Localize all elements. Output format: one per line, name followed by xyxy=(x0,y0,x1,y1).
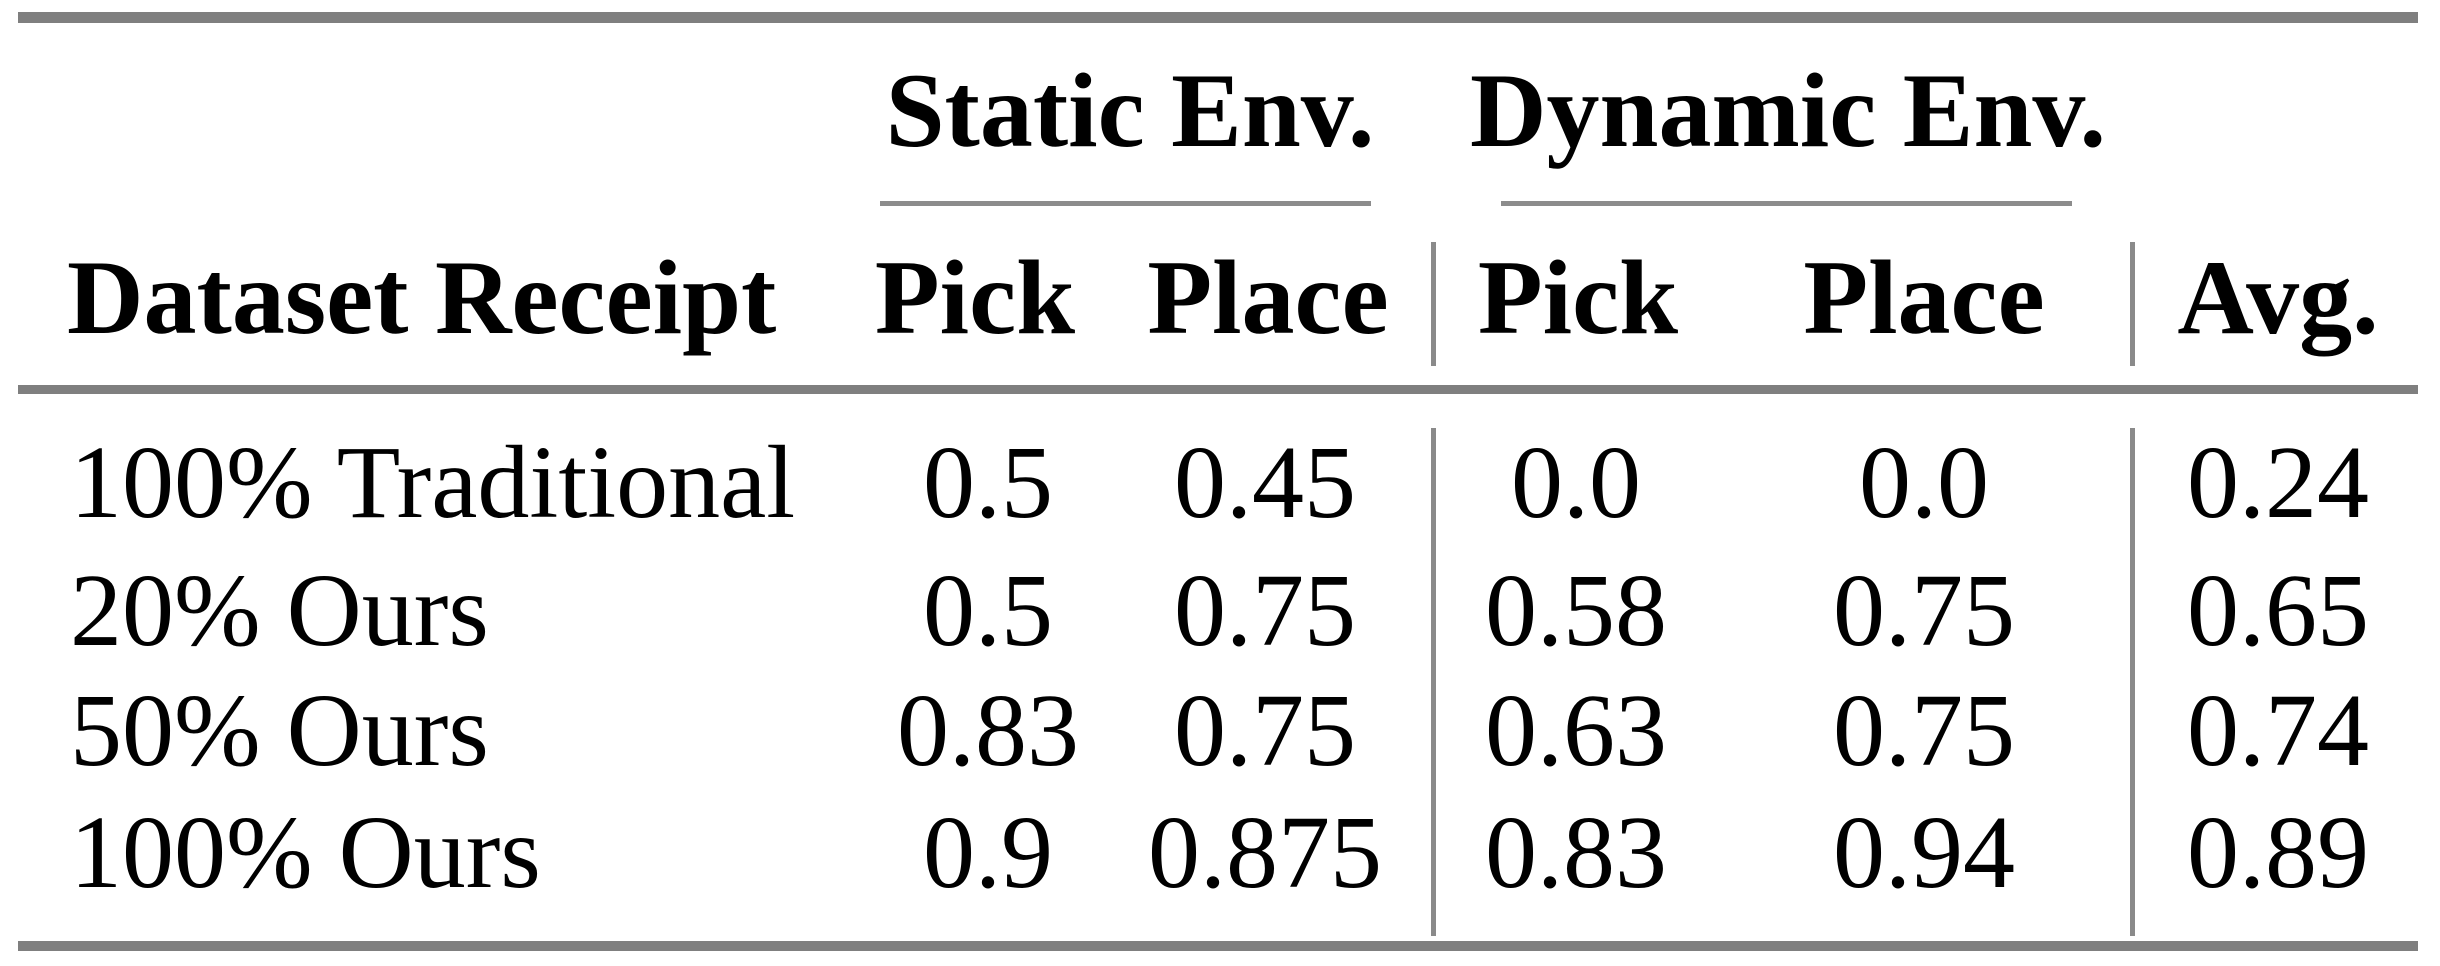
group-header-dynamic-env: Dynamic Env. xyxy=(1469,52,2107,169)
cell-avg: 0.89 xyxy=(2187,795,2369,910)
cell-static-pick: 0.5 xyxy=(923,425,1053,540)
cell-dynamic-pick: 0.63 xyxy=(1485,673,1667,788)
cell-dynamic-pick: 0.0 xyxy=(1511,425,1641,540)
cell-avg: 0.65 xyxy=(2187,553,2369,668)
column-header-static-place: Place xyxy=(1147,239,1389,356)
vertical-separator-1-header xyxy=(1431,242,1436,366)
cell-static-pick: 0.5 xyxy=(923,553,1053,668)
row-label: 50% Ours xyxy=(70,673,489,788)
cell-dynamic-pick: 0.58 xyxy=(1485,553,1667,668)
cell-dynamic-place: 0.75 xyxy=(1833,673,2015,788)
table-top-rule xyxy=(18,12,2418,23)
cell-avg: 0.74 xyxy=(2187,673,2369,788)
static-env-underline xyxy=(880,201,1371,206)
vertical-separator-1-body xyxy=(1431,428,1436,936)
cell-static-place: 0.75 xyxy=(1174,553,1356,668)
cell-dynamic-place: 0.94 xyxy=(1833,795,2015,910)
dynamic-env-underline xyxy=(1501,201,2072,206)
vertical-separator-2-header xyxy=(2130,242,2135,366)
row-label: 20% Ours xyxy=(70,553,489,668)
cell-static-pick: 0.83 xyxy=(897,673,1079,788)
table-bottom-rule xyxy=(18,941,2418,951)
column-header-dataset-receipt: Dataset Receipt xyxy=(67,239,777,356)
table-header-rule xyxy=(18,385,2418,394)
cell-dynamic-pick: 0.83 xyxy=(1485,795,1667,910)
cell-dynamic-place: 0.0 xyxy=(1859,425,1989,540)
cell-avg: 0.24 xyxy=(2187,425,2369,540)
row-label: 100% Traditional xyxy=(70,425,796,540)
column-header-dynamic-place: Place xyxy=(1803,239,2045,356)
cell-static-place: 0.75 xyxy=(1174,673,1356,788)
group-header-static-env: Static Env. xyxy=(885,52,1375,169)
cell-static-place: 0.875 xyxy=(1148,795,1382,910)
cell-static-place: 0.45 xyxy=(1174,425,1356,540)
row-label: 100% Ours xyxy=(70,795,541,910)
cell-static-pick: 0.9 xyxy=(923,795,1053,910)
column-header-dynamic-pick: Pick xyxy=(1477,239,1679,356)
column-header-static-pick: Pick xyxy=(874,239,1076,356)
vertical-separator-2-body xyxy=(2130,428,2135,936)
column-header-avg: Avg. xyxy=(2177,239,2379,356)
cell-dynamic-place: 0.75 xyxy=(1833,553,2015,668)
